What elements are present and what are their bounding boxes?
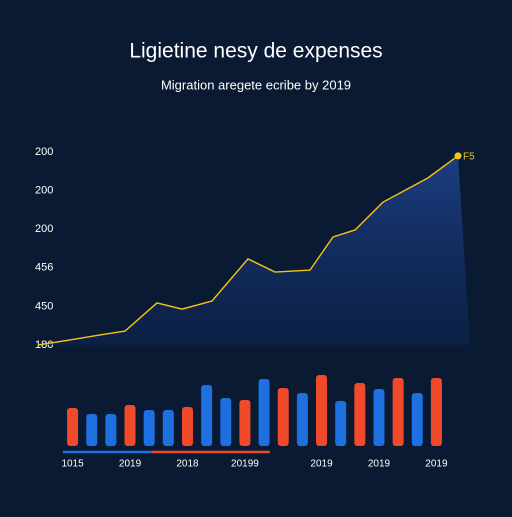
- annotation: F5: [463, 152, 475, 163]
- bar: [105, 414, 117, 446]
- y-tick-label: 200: [35, 185, 53, 197]
- area-fill: [38, 155, 470, 345]
- bar: [373, 389, 385, 446]
- y-tick-label: 200: [35, 223, 53, 235]
- bar: [143, 410, 155, 446]
- bar: [162, 410, 174, 446]
- bar: [354, 383, 366, 446]
- x-tick-label: 1015: [61, 459, 84, 470]
- x-tick-label: 2018: [176, 459, 199, 470]
- bar: [201, 385, 213, 446]
- bar: [220, 398, 232, 446]
- y-tick-label: 200: [35, 146, 53, 158]
- end-point: [454, 152, 462, 160]
- chart-subtitle: Migration aregete ecribe by 2019: [161, 77, 351, 92]
- bar: [181, 407, 193, 446]
- bar: [411, 393, 423, 446]
- chart-title: Ligietine nesy de expenses: [129, 40, 382, 63]
- y-tick-label: 450: [35, 300, 53, 312]
- bar: [335, 401, 347, 446]
- bar: [258, 379, 270, 446]
- x-tick-label: 2019: [119, 459, 142, 470]
- x-tick-label: 2019: [310, 459, 333, 470]
- x-tick-label: 20199: [231, 459, 259, 470]
- bar: [392, 378, 404, 446]
- bar: [124, 405, 136, 446]
- line: [37, 155, 459, 346]
- bar: [239, 400, 251, 446]
- bar: [86, 414, 98, 446]
- x-tick-label: 2019: [368, 459, 391, 470]
- bar: [316, 375, 328, 446]
- y-tick-label: 456: [35, 262, 53, 274]
- bar: [277, 388, 289, 446]
- bar: [430, 378, 442, 446]
- x-tick-label: 2019: [425, 459, 448, 470]
- bar: [67, 408, 79, 446]
- bar: [296, 393, 308, 446]
